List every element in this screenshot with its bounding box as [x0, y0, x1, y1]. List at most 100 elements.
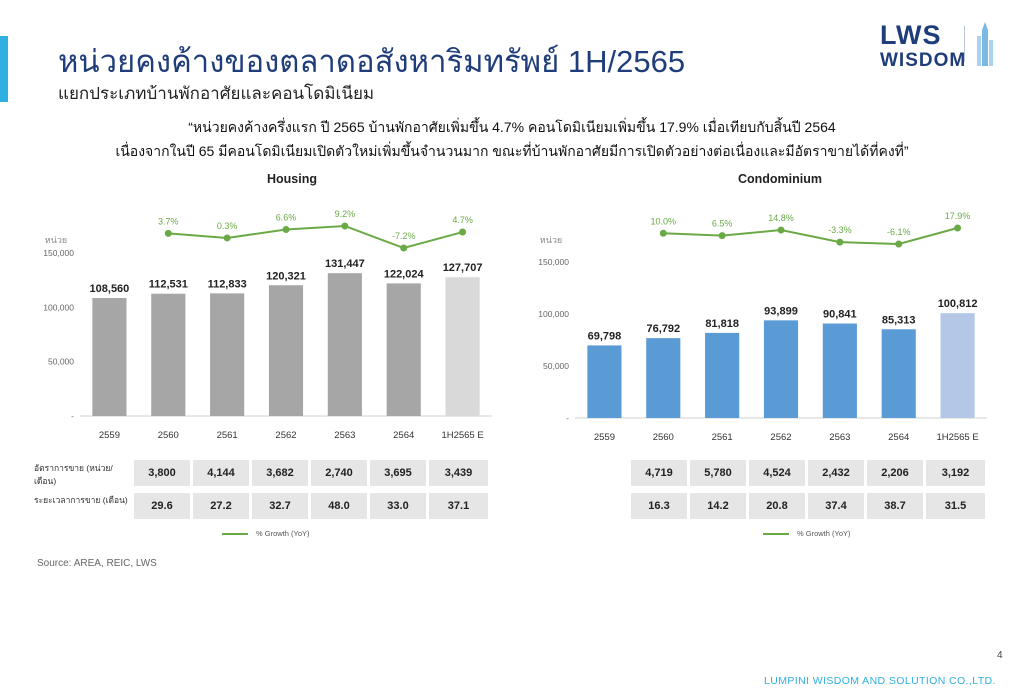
page-subtitle: แยกประเภทบ้านพักอาศัยและคอนโดมิเนียม — [58, 84, 375, 103]
x-tick-label: 2564 — [393, 430, 414, 441]
condo-rate-cell: 5,780 — [690, 460, 746, 486]
bar-value-label: 85,313 — [882, 314, 916, 326]
bar-value-label: 112,833 — [208, 278, 247, 290]
housing-chart-title: Housing — [267, 172, 317, 186]
x-tick-label: 2561 — [217, 430, 238, 441]
condo-chart-title: Condominium — [737, 172, 822, 186]
growth-point — [164, 229, 172, 237]
growth-point — [400, 244, 408, 252]
x-tick-label: 2564 — [888, 432, 909, 443]
growth-point — [659, 229, 667, 237]
logo-wisdom-text: WISDOM — [880, 50, 967, 71]
legend-label: % Growth (YoY) — [797, 529, 851, 538]
housing-rate-cell: 3,800 — [134, 460, 190, 486]
growth-line — [168, 224, 463, 250]
x-tick-label: 2559 — [594, 432, 615, 443]
bar-value-label: 120,321 — [266, 270, 306, 282]
growth-label: 14.8% — [768, 213, 794, 223]
bar — [445, 277, 480, 416]
legend-line-swatch — [222, 533, 248, 536]
bar — [822, 323, 857, 418]
company-footer: LUMPINI WISDOM AND SOLUTION CO.,LTD. — [764, 675, 996, 687]
bar-value-label: 108,560 — [90, 283, 130, 295]
housing-rate-cell: 4,144 — [193, 460, 249, 486]
growth-label: 9.2% — [335, 209, 356, 219]
growth-point — [836, 238, 844, 246]
quote-line-2: เนื่องจากในปี 65 มีคอนโดมิเนียมเปิดตัวให… — [115, 143, 909, 159]
y-tick-label: - — [566, 413, 569, 423]
growth-label: 6.5% — [712, 219, 733, 229]
bar-value-label: 127,707 — [443, 262, 483, 274]
x-tick-label: 1H2565 E — [441, 430, 483, 441]
housing-rate-cell: 3,682 — [252, 460, 308, 486]
housing-rate-cell: 3,439 — [429, 460, 488, 486]
growth-label: 0.3% — [217, 221, 238, 231]
growth-label: 3.7% — [158, 216, 179, 226]
condo-rate-cell: 4,524 — [749, 460, 805, 486]
accent-bar — [0, 36, 8, 102]
source-note: Source: AREA, REIC, LWS — [37, 558, 157, 569]
x-tick-label: 2563 — [334, 430, 355, 441]
growth-label: 17.9% — [945, 211, 971, 221]
y-tick-label: 50,000 — [543, 361, 569, 371]
bar — [587, 345, 622, 418]
growth-label: 10.0% — [651, 216, 677, 226]
x-tick-label: 2563 — [829, 432, 850, 443]
bar-value-label: 90,841 — [823, 309, 857, 321]
condo-chart: 150,000 100,000 50,000 - หน่วย 69,798 2559 76,7… — [538, 211, 987, 443]
housing-period-cell: 37.1 — [429, 493, 488, 519]
housing-sales-period-label: ระยะเวลาการขาย (เดือน) — [34, 495, 128, 505]
x-tick-label: 2562 — [275, 430, 296, 441]
bar — [940, 313, 975, 418]
bar-value-label: 100,812 — [938, 298, 978, 310]
bar — [151, 293, 186, 416]
growth-point — [718, 232, 726, 240]
growth-label: -6.1% — [887, 227, 911, 237]
lws-wisdom-logo: LWS WISDOM — [880, 20, 1000, 72]
housing-period-cell: 33.0 — [370, 493, 426, 519]
housing-legend: % Growth (YoY) — [222, 529, 310, 538]
housing-rate-cell: 2,740 — [311, 460, 367, 486]
bar — [92, 298, 127, 416]
condo-rate-cell: 2,206 — [867, 460, 923, 486]
housing-rate-cell: 3,695 — [370, 460, 426, 486]
y-tick-label: 150,000 — [43, 248, 74, 258]
page-title: หน่วยคงค้างของตลาดอสังหาริมทรัพย์ 1H/256… — [58, 44, 686, 79]
growth-point — [341, 222, 349, 230]
growth-label: 4.7% — [452, 215, 473, 225]
bar-value-label: 131,447 — [325, 258, 365, 270]
growth-label: -3.3% — [828, 225, 852, 235]
y-tick-label: 100,000 — [43, 302, 74, 312]
growth-line — [663, 227, 958, 246]
condo-period-cell: 20.8 — [749, 493, 805, 519]
y-tick-label: - — [71, 411, 74, 421]
growth-point — [895, 240, 903, 248]
condo-period-cell: 14.2 — [690, 493, 746, 519]
bar-value-label: 122,024 — [384, 268, 425, 280]
growth-point — [223, 234, 231, 242]
bar — [705, 332, 740, 418]
housing-period-cell: 48.0 — [311, 493, 367, 519]
growth-point — [954, 224, 962, 232]
housing-sales-rate-label: อัตราการขาย (หน่วย/เดือน) — [34, 463, 113, 486]
logo-divider — [964, 26, 965, 62]
building-logo-icon — [977, 22, 993, 66]
bar-value-label: 69,798 — [588, 330, 622, 342]
bar-value-label: 81,818 — [705, 318, 739, 330]
growth-point — [282, 225, 290, 233]
housing-period-cell: 29.6 — [134, 493, 190, 519]
condo-period-cell: 38.7 — [867, 493, 923, 519]
bar — [763, 320, 799, 418]
bar-value-label: 76,792 — [646, 323, 680, 335]
y-tick-label: 100,000 — [538, 309, 569, 319]
y-axis-unit-label: หน่วย — [540, 235, 562, 245]
bar — [327, 273, 362, 416]
growth-label: -7.2% — [392, 231, 416, 241]
legend-label: % Growth (YoY) — [256, 529, 310, 538]
bar — [386, 283, 421, 416]
growth-point — [459, 228, 467, 236]
bar-value-label: 93,899 — [764, 305, 798, 317]
x-tick-label: 2562 — [770, 432, 791, 443]
bar-value-label: 112,531 — [149, 279, 188, 291]
x-tick-label: 1H2565 E — [936, 432, 978, 443]
